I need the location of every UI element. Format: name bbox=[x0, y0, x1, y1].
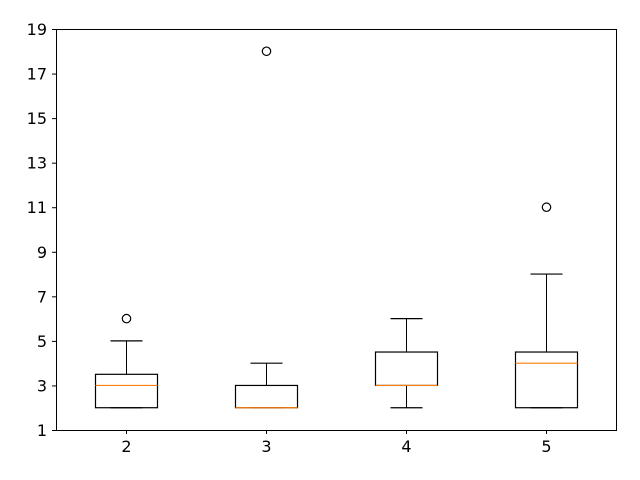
y-tick-label: 1 bbox=[37, 421, 47, 440]
y-tick-label: 15 bbox=[27, 109, 47, 128]
y-tick-label: 5 bbox=[37, 332, 47, 351]
y-tick-label: 9 bbox=[37, 243, 47, 262]
outlier-point bbox=[261, 46, 272, 57]
box bbox=[234, 384, 299, 409]
plot-frame bbox=[56, 29, 617, 431]
box-group-5 bbox=[514, 202, 579, 409]
y-tick-label: 13 bbox=[27, 154, 47, 173]
y-tick-label: 3 bbox=[37, 376, 47, 395]
box bbox=[94, 373, 159, 409]
outlier-point bbox=[121, 313, 132, 324]
box-group-3 bbox=[234, 46, 299, 409]
box bbox=[374, 351, 439, 387]
y-tick-label: 7 bbox=[37, 287, 47, 306]
x-tick-label: 5 bbox=[541, 437, 551, 456]
box-group-2 bbox=[94, 313, 159, 409]
box bbox=[514, 351, 579, 409]
x-tick-label: 2 bbox=[121, 437, 131, 456]
plot-marks bbox=[94, 46, 579, 409]
x-tick-label: 4 bbox=[401, 437, 411, 456]
y-tick-label: 11 bbox=[27, 198, 47, 217]
y-tick-label: 19 bbox=[27, 20, 47, 39]
y-tick-label: 17 bbox=[27, 65, 47, 84]
x-axis: 2 3 4 5 bbox=[121, 430, 552, 456]
outlier-point bbox=[541, 202, 552, 213]
x-tick-label: 3 bbox=[261, 437, 271, 456]
box-group-4 bbox=[374, 318, 439, 409]
